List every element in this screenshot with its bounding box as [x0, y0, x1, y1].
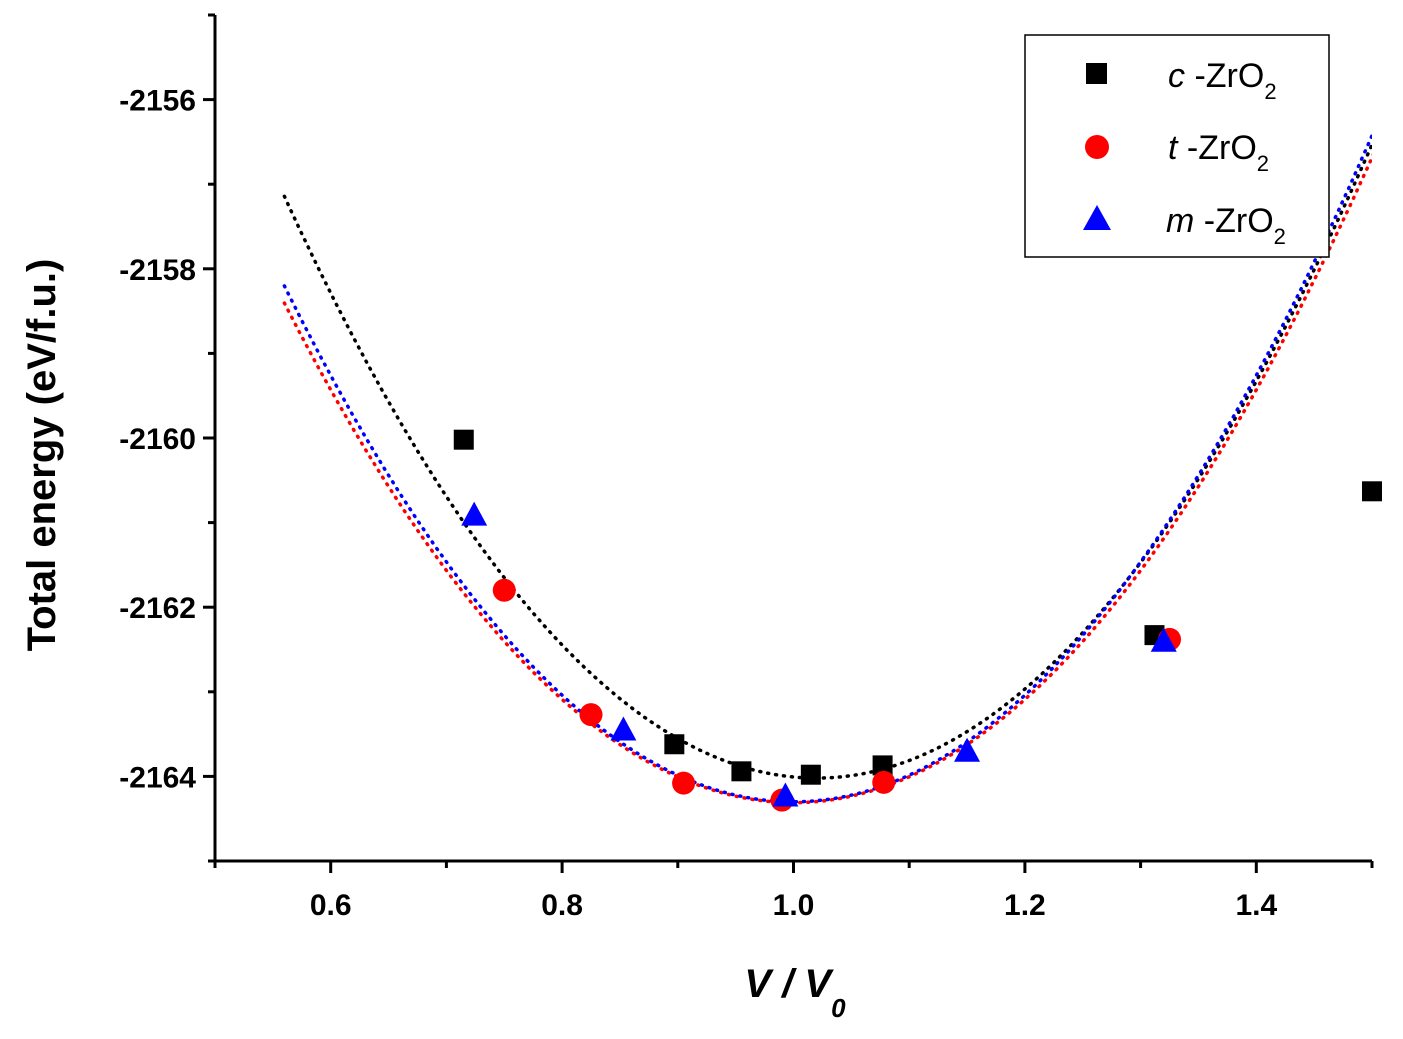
data-point-c-zro2	[664, 734, 685, 755]
data-point-m-zro2	[1150, 627, 1177, 652]
data-point-m-zro2	[461, 501, 488, 526]
fit-curve-c-zro2	[282, 140, 1372, 780]
legend-label-t-prefix: t	[1168, 129, 1179, 167]
y-tick-label: -2164	[119, 761, 196, 794]
data-point-m-zro2	[772, 782, 799, 807]
data-point-t-zro2	[579, 703, 603, 727]
fit-curve-t-zro2	[282, 153, 1372, 805]
data-point-t-zro2	[672, 771, 696, 795]
x-tick-label: 1.2	[1004, 889, 1046, 922]
tick-marks	[203, 13, 1374, 873]
x-tick-label: 1.0	[773, 889, 815, 922]
legend: c -ZrO2 t -ZrO2 m -ZrO2	[1024, 34, 1330, 258]
x-axis-title-main: V / V	[744, 962, 834, 1006]
y-tick-label: -2162	[119, 592, 196, 625]
legend-label-c-prefix: c	[1168, 57, 1185, 95]
data-point-c-zro2	[453, 429, 474, 450]
legend-label-t-text: -ZrO	[1177, 129, 1256, 167]
data-point-c-zro2	[1362, 481, 1382, 502]
legend-marker-square	[1086, 63, 1107, 84]
legend-label-t-sub: 2	[1257, 151, 1269, 176]
y-tick-label: -2160	[119, 423, 196, 456]
fit-curves	[282, 131, 1372, 805]
data-point-m-zro2	[954, 737, 981, 762]
x-axis-title: V / V0	[744, 962, 846, 1023]
data-points	[453, 429, 1382, 812]
legend-marker-circle	[1085, 135, 1109, 159]
y-axis-title: Total energy (eV/f.u.)	[20, 259, 64, 652]
tick-labels: 0.6 0.8 1.0 1.2 1.4 -2156 -2158 -2160 -2162 -2164	[119, 85, 1277, 922]
x-axis-title-sub: 0	[831, 993, 846, 1023]
y-tick-label: -2156	[119, 85, 196, 118]
x-tick-label: 1.4	[1235, 889, 1277, 922]
x-tick-label: 0.6	[310, 889, 352, 922]
x-tick-label: 0.8	[541, 889, 583, 922]
legend-label-m-sub: 2	[1274, 224, 1286, 249]
data-point-m-zro2	[610, 716, 637, 741]
fit-curve-m-zro2	[282, 131, 1372, 804]
legend-label-m-prefix: m	[1166, 202, 1194, 240]
y-tick-label: -2158	[119, 254, 196, 287]
data-point-c-zro2	[731, 761, 752, 782]
data-point-t-zro2	[492, 578, 516, 602]
legend-label-m-text: -ZrO	[1194, 202, 1273, 240]
legend-marker-triangle	[1083, 205, 1111, 230]
data-point-t-zro2	[872, 770, 896, 794]
legend-label-c-text: -ZrO	[1185, 57, 1264, 95]
data-point-c-zro2	[800, 764, 821, 785]
legend-box	[1024, 34, 1330, 258]
data-point-c-zro2	[872, 755, 893, 776]
legend-label-c-zro2: c -ZrO2	[1168, 57, 1277, 104]
legend-label-c-sub: 2	[1264, 79, 1276, 104]
legend-label-t-zro2: t -ZrO2	[1168, 129, 1269, 176]
legend-label-m-zro2: m -ZrO2	[1166, 202, 1286, 249]
